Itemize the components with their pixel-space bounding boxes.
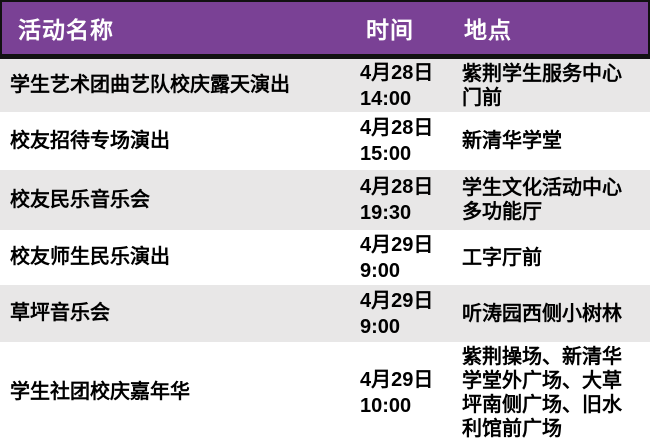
header-cell-time: 时间 — [366, 17, 414, 43]
event-name-cell: 校友招待专场演出 — [10, 129, 170, 152]
event-date: 4月28日 — [360, 61, 434, 84]
event-time-cell: 4月28日 14:00 — [352, 60, 456, 112]
table-row: 校友师生民乐演出 4月29日 9:00 工字厅前 — [0, 230, 650, 285]
event-name-cell: 学生社团校庆嘉年华 — [10, 381, 190, 403]
event-location-cell: 学生文化活动中心多功能厅 — [462, 177, 622, 223]
event-date: 4月29日 — [360, 289, 434, 312]
event-location-cell: 紫荆学生服务中心门前 — [462, 62, 622, 109]
table-row: 学生社团校庆嘉年华 4月29日 10:00 紫荆操场、新清华学堂外广场、大草坪南… — [0, 342, 650, 443]
event-time: 15:00 — [360, 143, 412, 165]
header-cell-activity-name: 活动名称 — [18, 17, 114, 43]
event-time-cell: 4月28日 19:30 — [352, 174, 456, 226]
event-time: 10:00 — [360, 394, 412, 417]
event-location-cell: 工字厅前 — [462, 246, 542, 269]
event-name-cell: 校友民乐音乐会 — [10, 188, 150, 211]
event-location-cell: 听涛园西侧小树林 — [462, 302, 622, 325]
event-time: 19:30 — [360, 202, 412, 224]
event-date: 4月28日 — [360, 117, 434, 139]
table-row: 学生艺术团曲艺队校庆露天演出 4月28日 14:00 紫荆学生服务中心门前 — [0, 59, 650, 112]
table-header-row: 活动名称 时间 地点 — [0, 0, 650, 59]
event-name-cell: 学生艺术团曲艺队校庆露天演出 — [10, 74, 290, 96]
event-date: 4月28日 — [360, 176, 434, 198]
event-date: 4月29日 — [360, 368, 434, 391]
event-time: 14:00 — [360, 87, 412, 110]
event-time-cell: 4月29日 10:00 — [352, 367, 456, 419]
event-time-cell: 4月29日 9:00 — [352, 232, 456, 284]
event-location-cell: 紫荆操场、新清华学堂外广场、大草坪南侧广场、旧水利馆前广场 — [462, 345, 622, 440]
event-date: 4月29日 — [360, 233, 434, 256]
event-time: 9:00 — [360, 259, 401, 282]
table-row: 草坪音乐会 4月29日 9:00 听涛园西侧小树林 — [0, 285, 650, 342]
table-row: 校友招待专场演出 4月28日 15:00 新清华学堂 — [0, 112, 650, 170]
header-cell-location: 地点 — [464, 17, 512, 43]
event-time-cell: 4月29日 9:00 — [352, 288, 456, 340]
table-row: 校友民乐音乐会 4月28日 19:30 学生文化活动中心多功能厅 — [0, 170, 650, 230]
event-name-cell: 校友师生民乐演出 — [10, 246, 170, 268]
event-time-cell: 4月28日 15:00 — [352, 115, 456, 167]
event-location-cell: 新清华学堂 — [462, 130, 562, 152]
event-time: 9:00 — [360, 315, 401, 338]
event-name-cell: 草坪音乐会 — [10, 302, 110, 324]
